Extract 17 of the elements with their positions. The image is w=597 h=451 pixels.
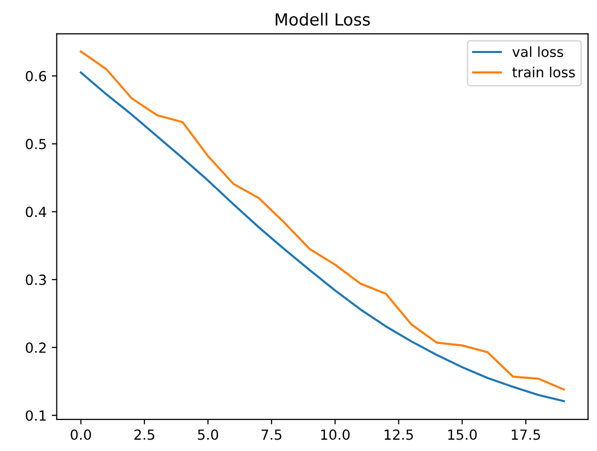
x-tick-label: 17.5: [512, 430, 540, 440]
x-tick-label: 15.0: [448, 429, 477, 440]
x-tick-label: 5.0: [198, 429, 218, 440]
y-tick-label: 0.1: [26, 410, 46, 421]
y-tick-label: 0.6: [26, 70, 46, 82]
legend-label: val loss: [512, 46, 564, 58]
y-tick-label: 0.3: [26, 274, 46, 286]
x-tick-label: 7.5: [262, 430, 282, 440]
x-tick-label: 10.0: [321, 429, 350, 440]
x-tick-label: 2.5: [134, 429, 154, 440]
x-tick-label: 0.0: [70, 429, 91, 440]
x-tick-label: 12.5: [384, 429, 413, 440]
legend-label: train loss: [512, 66, 575, 78]
y-tick-label: 0.5: [26, 138, 46, 150]
y-tick-label: 0.4: [26, 206, 46, 218]
y-tick-label: 0.2: [26, 342, 46, 353]
chart-title: Modell Loss: [276, 12, 370, 26]
